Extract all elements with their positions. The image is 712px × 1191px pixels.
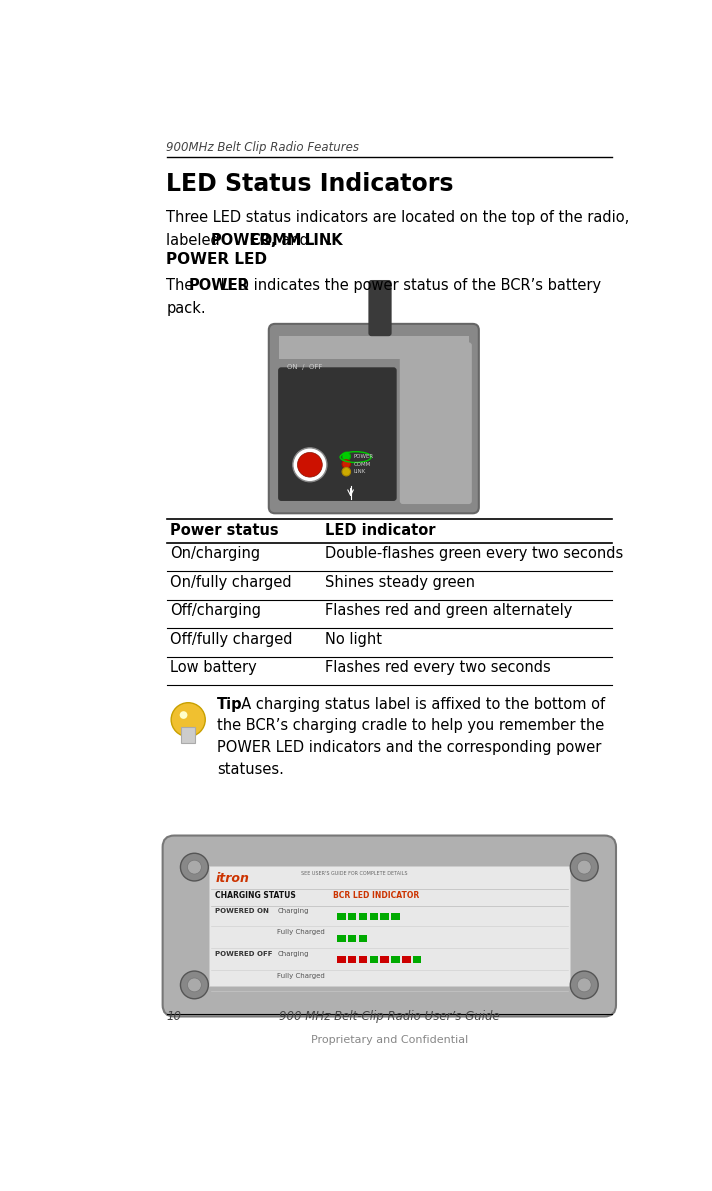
Text: Proprietary and Confidential: Proprietary and Confidential: [310, 1035, 468, 1045]
Text: Three LED status indicators are located on the top of the radio,: Three LED status indicators are located …: [167, 210, 629, 225]
Text: LINK: LINK: [353, 469, 365, 474]
Text: LED indicator: LED indicator: [325, 523, 436, 538]
Text: CHARGING STATUS: CHARGING STATUS: [215, 891, 296, 900]
Text: Tip: Tip: [217, 697, 243, 711]
Text: ON  /  OFF: ON / OFF: [288, 364, 323, 370]
Text: On/charging: On/charging: [170, 547, 261, 561]
FancyBboxPatch shape: [278, 367, 397, 501]
Text: Shines steady green: Shines steady green: [325, 575, 476, 590]
Text: LED Status Indicators: LED Status Indicators: [167, 172, 454, 197]
Text: COMM: COMM: [249, 232, 302, 248]
Text: POWER,: POWER,: [211, 232, 277, 248]
FancyBboxPatch shape: [368, 280, 392, 336]
Circle shape: [187, 860, 201, 874]
FancyBboxPatch shape: [269, 324, 479, 513]
Text: the BCR’s charging cradle to help you remember the: the BCR’s charging cradle to help you re…: [217, 718, 604, 734]
Circle shape: [342, 468, 350, 476]
Text: Off/fully charged: Off/fully charged: [170, 632, 293, 647]
FancyBboxPatch shape: [162, 836, 616, 1016]
FancyBboxPatch shape: [209, 866, 570, 986]
Text: Off/charging: Off/charging: [170, 604, 261, 618]
Text: On/fully charged: On/fully charged: [170, 575, 292, 590]
FancyBboxPatch shape: [337, 956, 345, 964]
FancyBboxPatch shape: [359, 956, 367, 964]
Circle shape: [180, 971, 209, 999]
FancyBboxPatch shape: [402, 956, 411, 964]
Text: Flashes red every two seconds: Flashes red every two seconds: [325, 660, 551, 675]
FancyBboxPatch shape: [359, 913, 367, 921]
Text: POWER: POWER: [353, 454, 373, 459]
Text: LED indicates the power status of the BCR’s battery: LED indicates the power status of the BC…: [216, 278, 602, 293]
Text: POWER: POWER: [189, 278, 249, 293]
Text: SEE USER'S GUIDE FOR COMPLETE DETAILS: SEE USER'S GUIDE FOR COMPLETE DETAILS: [300, 871, 407, 875]
Circle shape: [171, 703, 205, 736]
Text: 900 MHz Belt-Clip Radio User’s Guide: 900 MHz Belt-Clip Radio User’s Guide: [279, 1010, 500, 1023]
FancyBboxPatch shape: [380, 913, 389, 921]
Text: BCR LED INDICATOR: BCR LED INDICATOR: [333, 891, 419, 900]
Text: statuses.: statuses.: [217, 762, 284, 778]
Circle shape: [577, 978, 591, 992]
Text: POWER LED indicators and the corresponding power: POWER LED indicators and the correspondi…: [217, 741, 601, 755]
Text: POWER LED: POWER LED: [167, 251, 268, 267]
Text: Low battery: Low battery: [170, 660, 257, 675]
Text: Flashes red and green alternately: Flashes red and green alternately: [325, 604, 572, 618]
FancyBboxPatch shape: [337, 935, 345, 942]
FancyBboxPatch shape: [380, 956, 389, 964]
FancyBboxPatch shape: [348, 956, 357, 964]
FancyBboxPatch shape: [370, 956, 378, 964]
Circle shape: [570, 971, 598, 999]
Circle shape: [577, 860, 591, 874]
Text: The: The: [167, 278, 199, 293]
Circle shape: [180, 853, 209, 881]
Text: POWERED OFF: POWERED OFF: [215, 952, 273, 958]
Text: labeled: labeled: [167, 232, 225, 248]
Text: Fully Charged: Fully Charged: [278, 929, 325, 935]
Text: itron: itron: [215, 873, 249, 885]
FancyBboxPatch shape: [279, 336, 468, 360]
Circle shape: [342, 453, 350, 461]
Circle shape: [342, 460, 350, 468]
Text: pack.: pack.: [167, 301, 206, 316]
Text: Charging: Charging: [278, 908, 309, 913]
FancyBboxPatch shape: [399, 342, 472, 504]
Text: Double-flashes green every two seconds: Double-flashes green every two seconds: [325, 547, 624, 561]
Text: 900MHz Belt Clip Radio Features: 900MHz Belt Clip Radio Features: [167, 142, 360, 155]
FancyBboxPatch shape: [348, 935, 357, 942]
FancyBboxPatch shape: [359, 935, 367, 942]
FancyBboxPatch shape: [337, 913, 345, 921]
Circle shape: [570, 853, 598, 881]
Text: .: .: [327, 232, 332, 248]
Text: POWERED ON: POWERED ON: [215, 908, 269, 913]
FancyBboxPatch shape: [392, 956, 399, 964]
Text: , and: , and: [272, 232, 313, 248]
Text: Power status: Power status: [170, 523, 279, 538]
Text: COMM: COMM: [353, 461, 370, 467]
Text: Charging: Charging: [278, 952, 309, 958]
Circle shape: [187, 978, 201, 992]
Text: A charging status label is affixed to the bottom of: A charging status label is affixed to th…: [232, 697, 605, 711]
FancyBboxPatch shape: [392, 913, 399, 921]
Circle shape: [179, 711, 187, 719]
Text: LINK: LINK: [305, 232, 343, 248]
Circle shape: [298, 453, 323, 478]
Text: No light: No light: [325, 632, 382, 647]
FancyBboxPatch shape: [370, 913, 378, 921]
Text: 10: 10: [167, 1010, 182, 1023]
FancyBboxPatch shape: [348, 913, 357, 921]
Circle shape: [293, 448, 327, 481]
FancyBboxPatch shape: [413, 956, 422, 964]
FancyBboxPatch shape: [182, 728, 195, 743]
Text: Fully Charged: Fully Charged: [278, 973, 325, 979]
